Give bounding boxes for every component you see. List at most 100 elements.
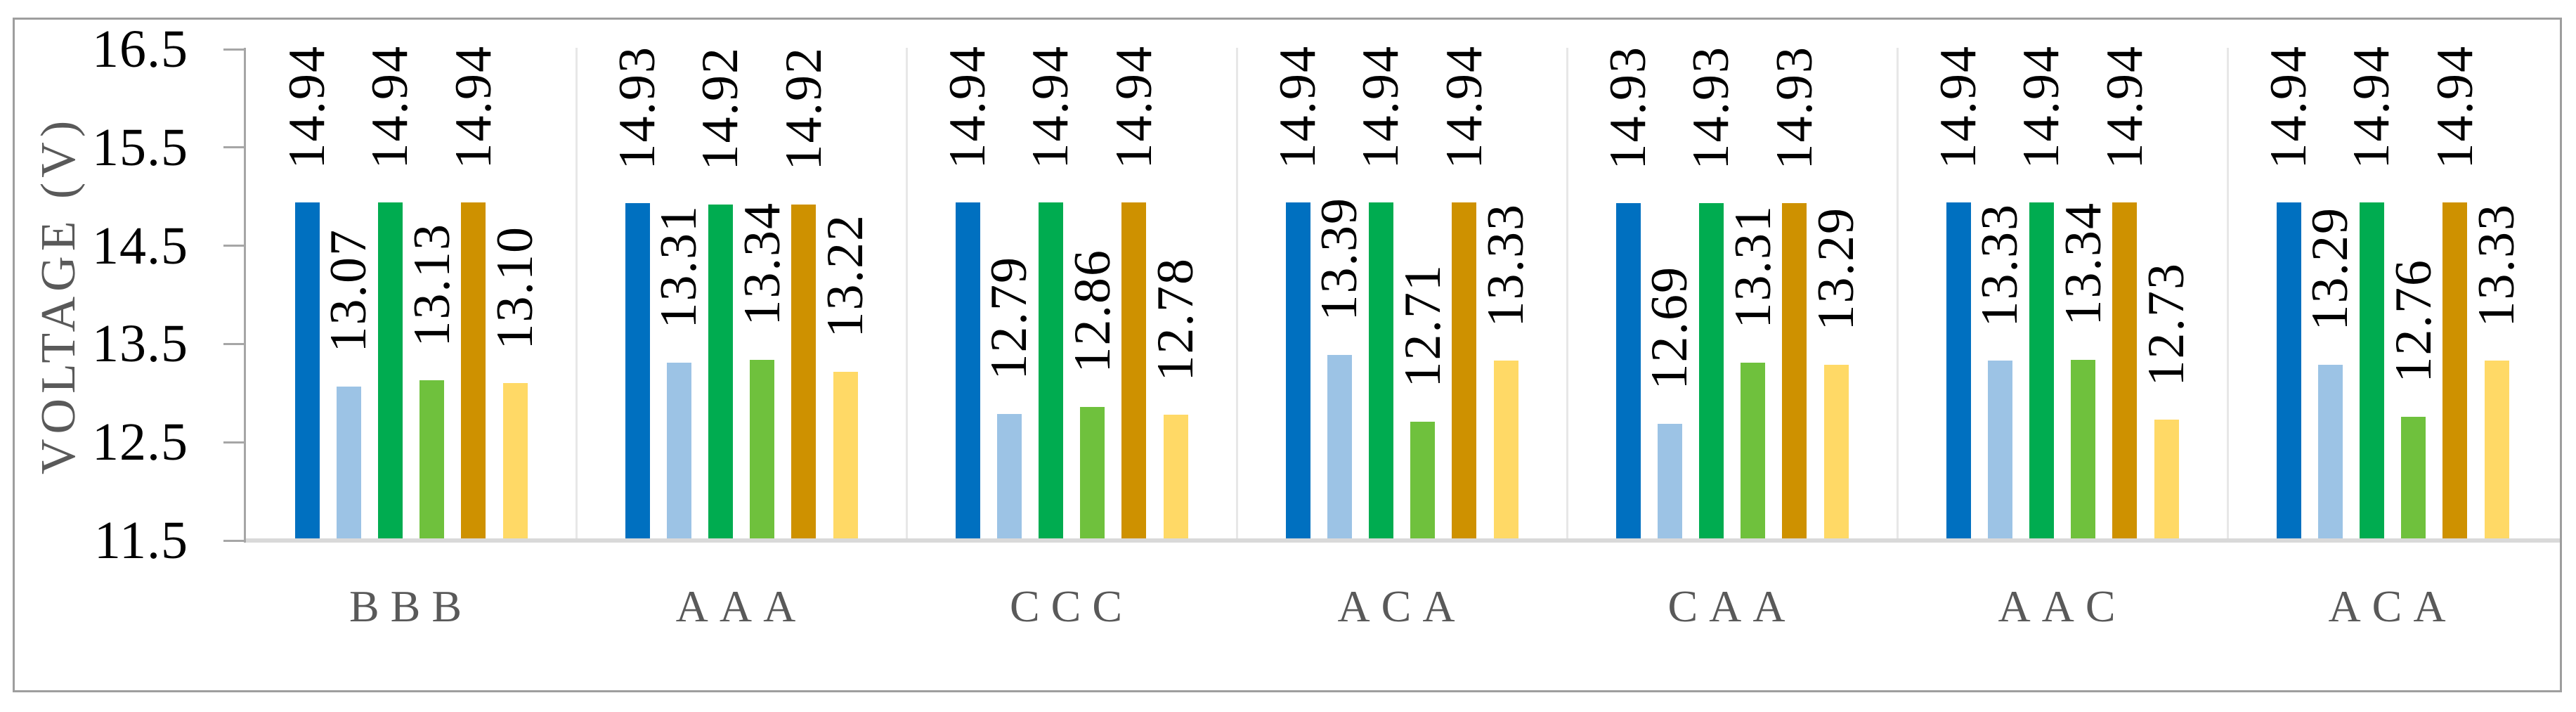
- bar-light-blue: [666, 362, 691, 538]
- category-separator-line: [905, 48, 908, 538]
- bar-gold: [791, 204, 817, 538]
- bar-value-label: 13.34: [2054, 202, 2112, 326]
- category-separator-line: [2226, 48, 2229, 538]
- bar-gold: [461, 202, 486, 538]
- bar-value-label: 13.33: [2468, 202, 2525, 328]
- y-tick-label: 12.5: [92, 413, 188, 472]
- bar-light-yellow: [1823, 364, 1849, 538]
- category-label: ACA: [1337, 581, 1466, 631]
- bar-gold: [1782, 203, 1807, 538]
- bar-light-blue: [2317, 364, 2343, 538]
- bar-dark-blue: [1946, 202, 1971, 538]
- y-tick-label: 16.5: [92, 20, 188, 79]
- bar-value-label: 14.94: [2426, 44, 2484, 169]
- bar-value-label: 12.86: [1063, 249, 1121, 373]
- y-axis-line: [244, 48, 246, 543]
- y-tick-label: 14.5: [92, 216, 188, 276]
- y-tick-mark: [223, 245, 244, 247]
- bar-green: [2029, 202, 2054, 538]
- bar-green: [377, 202, 403, 538]
- bar-value-label: 14.93: [1599, 46, 1657, 170]
- bar-dark-blue: [294, 202, 320, 538]
- category-label: ACA: [2328, 581, 2457, 631]
- bar-value-label: 14.94: [278, 44, 336, 169]
- bar-green: [1038, 202, 1063, 538]
- category-label: CAA: [1667, 581, 1797, 631]
- bar-value-label: 13.07: [320, 228, 378, 353]
- y-tick-label: 11.5: [93, 511, 188, 570]
- bar-light-yellow: [2484, 361, 2509, 538]
- chart-border: [13, 18, 2562, 692]
- bar-value-label: 14.92: [691, 46, 750, 171]
- bar-value-label: 14.94: [1269, 44, 1327, 169]
- category-label: AAA: [675, 581, 807, 631]
- bar-value-label: 14.93: [1765, 46, 1823, 170]
- bar-value-label: 12.76: [2384, 259, 2442, 383]
- bar-gold: [1452, 202, 1477, 538]
- bar-value-label: 13.33: [1477, 202, 1535, 328]
- bar-value-label: 12.73: [2138, 261, 2195, 387]
- bar-light-green: [1741, 362, 1766, 538]
- bar-light-green: [419, 380, 445, 538]
- category-label: CCC: [1009, 581, 1134, 631]
- bar-dark-blue: [955, 202, 980, 538]
- bar-light-blue: [996, 413, 1022, 538]
- bar-value-label: 13.39: [1310, 197, 1369, 321]
- bar-value-label: 12.71: [1393, 264, 1452, 388]
- bar-dark-blue: [1615, 203, 1641, 538]
- bar-value-label: 13.22: [817, 214, 874, 338]
- y-tick-mark: [223, 539, 244, 542]
- bar-gold: [1121, 202, 1147, 538]
- bar-light-blue: [1327, 354, 1352, 538]
- bar-dark-blue: [625, 203, 650, 538]
- bar-value-label: 12.78: [1147, 257, 1204, 382]
- bar-value-label: 14.94: [1022, 44, 1080, 169]
- bar-value-label: 13.29: [2301, 207, 2360, 331]
- bar-light-yellow: [833, 371, 858, 538]
- bar-value-label: 14.94: [1435, 44, 1493, 169]
- y-tick-mark: [223, 342, 244, 345]
- bar-value-label: 14.94: [2260, 44, 2317, 169]
- category-separator-line: [1235, 48, 1238, 538]
- bar-green: [2359, 202, 2384, 538]
- category-label: AAC: [1998, 581, 2127, 631]
- bar-light-green: [1410, 421, 1436, 538]
- bar-value-label: 13.13: [403, 222, 461, 347]
- y-tick-mark: [223, 146, 244, 149]
- bar-value-label: 13.10: [486, 225, 544, 350]
- bar-light-yellow: [1493, 361, 1518, 538]
- bar-dark-blue: [2276, 202, 2301, 538]
- bar-light-green: [2401, 416, 2426, 538]
- bar-light-blue: [336, 386, 361, 538]
- bar-value-label: 13.31: [650, 205, 708, 329]
- bar-light-green: [2071, 359, 2096, 538]
- category-label: BBB: [349, 581, 474, 631]
- bar-value-label: 14.94: [444, 44, 502, 169]
- category-separator-line: [1566, 48, 1568, 538]
- bar-value-label: 14.94: [1930, 44, 1987, 169]
- bar-value-label: 14.94: [2343, 44, 2401, 169]
- bar-value-label: 13.31: [1724, 205, 1782, 329]
- y-tick-label: 15.5: [92, 117, 188, 177]
- bar-value-label: 14.94: [1105, 44, 1163, 169]
- bar-light-yellow: [1163, 415, 1188, 538]
- bar-value-label: 14.92: [774, 46, 833, 171]
- bar-green: [708, 204, 733, 538]
- bar-value-label: 14.94: [361, 44, 419, 169]
- bar-green: [1698, 203, 1724, 538]
- y-axis-title: VOLTAGE (V): [32, 115, 86, 475]
- bar-light-green: [1080, 406, 1105, 538]
- bar-value-label: 14.94: [2095, 44, 2154, 169]
- bar-light-green: [750, 359, 775, 538]
- bar-gold: [2112, 202, 2138, 538]
- category-separator-line: [575, 48, 578, 538]
- y-tick-mark: [223, 441, 244, 444]
- bar-value-label: 14.94: [939, 44, 996, 169]
- bar-light-yellow: [2154, 420, 2179, 538]
- bar-value-label: 13.29: [1807, 207, 1865, 331]
- bar-value-label: 12.79: [980, 256, 1039, 380]
- bar-value-label: 14.94: [2012, 44, 2071, 169]
- bar-green: [1368, 202, 1393, 538]
- x-axis-baseline: [244, 538, 2560, 543]
